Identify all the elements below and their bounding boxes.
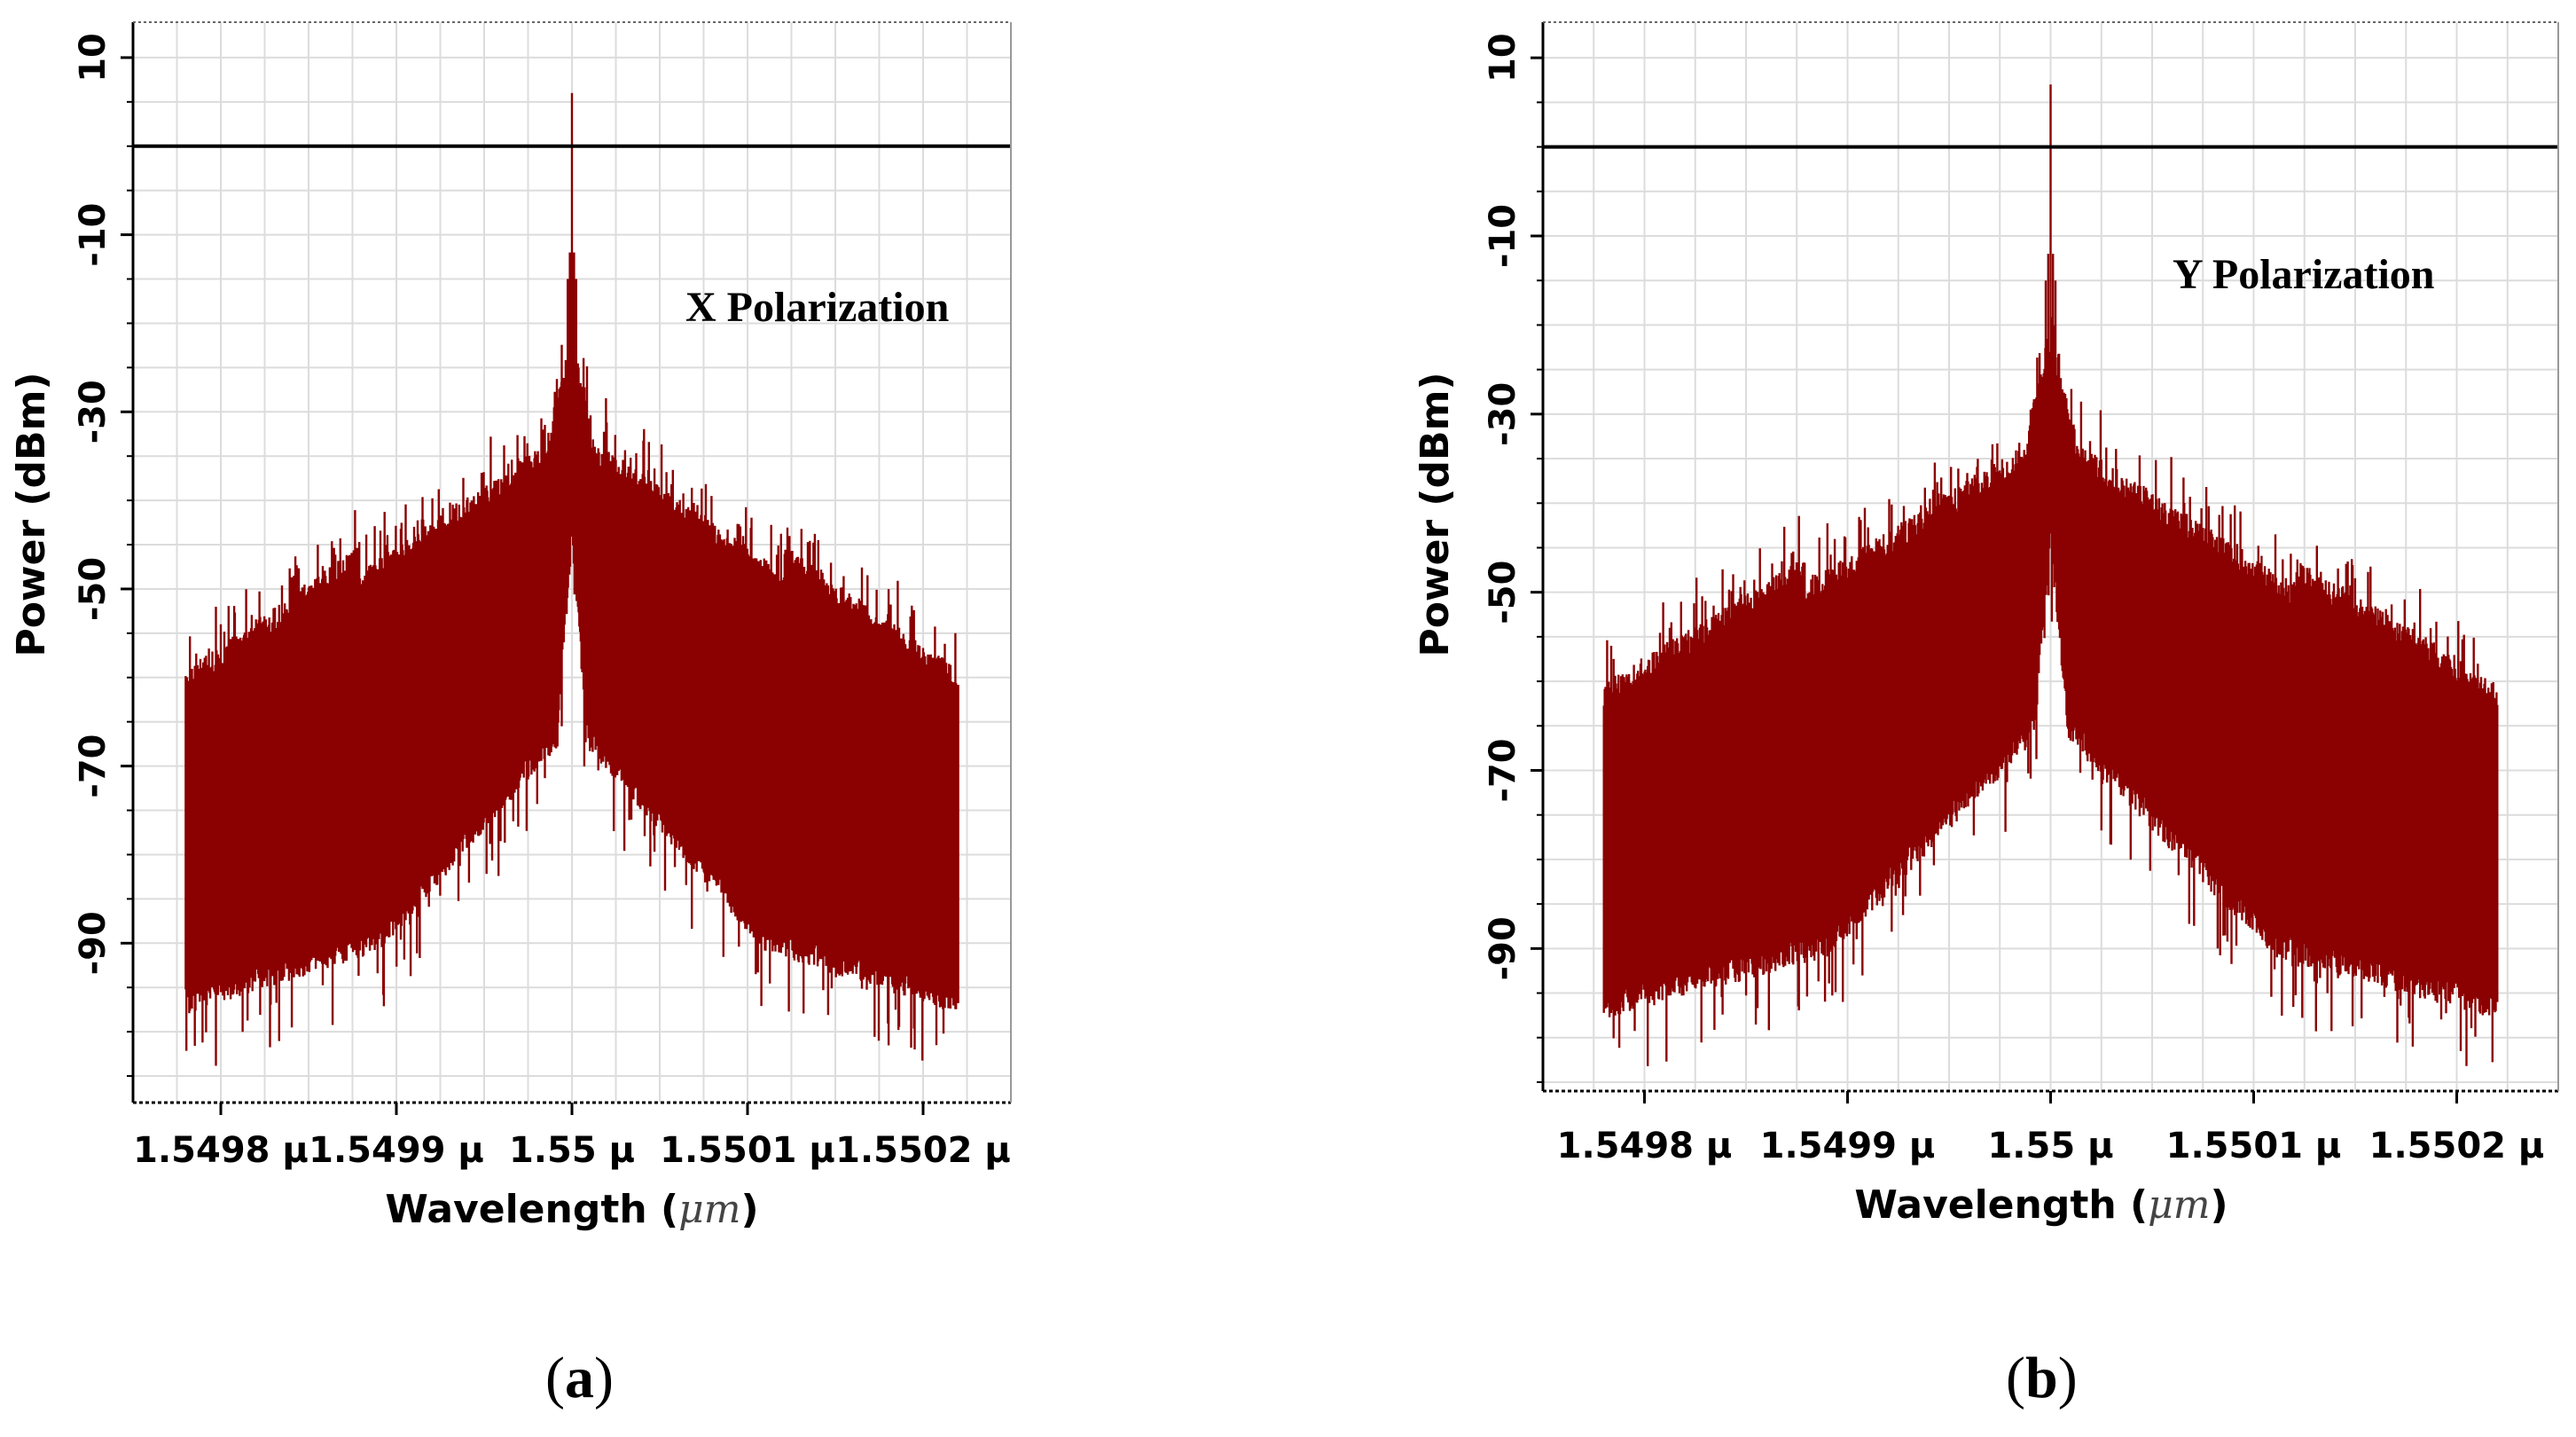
y-tick-label: -10: [1483, 204, 1523, 268]
x-axis-unit-a: μm: [678, 1187, 740, 1232]
y-tick-label: -30: [73, 380, 114, 444]
panel-label-b: (b): [2006, 1346, 2078, 1410]
spectrum-spikes: [1602, 84, 2499, 1066]
spectrum-trace-b: [1602, 84, 2499, 1066]
chart-panel-a: 10 -10 -30 -50 -70 -90 1.5498 μ 1.5499 μ 1.55 μ…: [9, 21, 1012, 1410]
x-tick-label: 1.5501 μ: [2166, 1126, 2342, 1166]
x-ticks-a: 1.5498 μ 1.5499 μ 1.55 μ 1.5501 μ 1.5502 μ: [133, 1103, 1011, 1171]
axes-b: [1541, 21, 2559, 1093]
chart-panel-b: 10 -10 -30 -50 -70 -90 1.5498 μ 1.5499 μ 1.55 μ…: [1413, 21, 2559, 1410]
y-axis-label-b: Power (dBm): [1413, 372, 1458, 656]
x-axis-label-b: Wavelength (μm): [1854, 1182, 2228, 1228]
annotation-x-polarization: X Polarization: [685, 284, 949, 331]
x-tick-label: 1.5498 μ: [133, 1130, 309, 1171]
y-tick-label: -30: [1483, 382, 1523, 446]
axes-a: [131, 21, 1012, 1104]
y-tick-label: 10: [1483, 33, 1523, 82]
x-axis-unit-b: μm: [2148, 1182, 2210, 1228]
x-tick-label: 1.5498 μ: [1557, 1126, 1733, 1166]
y-ticks-b: 10 -10 -30 -50 -70 -90: [1483, 33, 1543, 1083]
x-tick-label: 1.55 μ: [509, 1130, 635, 1171]
y-axis-label-a: Power (dBm): [9, 372, 54, 656]
x-axis-label-a: Wavelength (μm): [385, 1187, 758, 1232]
x-tick-label: 1.55 μ: [1987, 1126, 2113, 1166]
y-tick-label: 10: [73, 33, 114, 82]
y-tick-label: -50: [1483, 561, 1523, 624]
spectrum-spikes: [184, 92, 959, 1066]
y-tick-label: -10: [73, 202, 114, 266]
x-tick-label: 1.5499 μ: [309, 1130, 484, 1171]
y-tick-label: -70: [73, 734, 114, 797]
y-tick-label: -90: [73, 911, 114, 975]
annotation-y-polarization: Y Polarization: [2173, 251, 2435, 298]
y-tick-label: -70: [1483, 738, 1523, 802]
x-axis-label-text-a: Wavelength: [385, 1187, 646, 1232]
y-ticks-a: 10 -10 -30 -50 -70 -90: [73, 33, 133, 1078]
x-tick-label: 1.5499 μ: [1760, 1126, 1936, 1166]
x-axis-label-text-b: Wavelength: [1854, 1182, 2116, 1228]
spectrum-trace-a: [184, 92, 959, 1066]
x-tick-label: 1.5502 μ: [835, 1130, 1011, 1171]
x-ticks-b: 1.5498 μ 1.5499 μ 1.55 μ 1.5501 μ 1.5502 μ: [1557, 1091, 2545, 1166]
x-tick-label: 1.5502 μ: [2369, 1126, 2545, 1166]
y-tick-label: -90: [1483, 916, 1523, 980]
y-tick-label: -50: [73, 557, 114, 621]
x-tick-label: 1.5501 μ: [660, 1130, 835, 1171]
panel-label-a: (a): [545, 1346, 614, 1410]
